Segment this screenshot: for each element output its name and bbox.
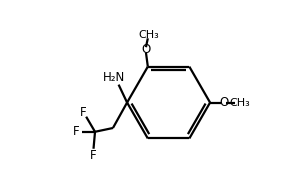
Text: CH₃: CH₃ — [229, 97, 250, 108]
Text: H₂N: H₂N — [103, 71, 125, 84]
Text: F: F — [90, 149, 97, 162]
Text: O: O — [219, 96, 229, 109]
Text: CH₃: CH₃ — [138, 30, 159, 40]
Text: F: F — [80, 106, 86, 119]
Text: O: O — [141, 43, 151, 56]
Text: F: F — [73, 125, 80, 138]
